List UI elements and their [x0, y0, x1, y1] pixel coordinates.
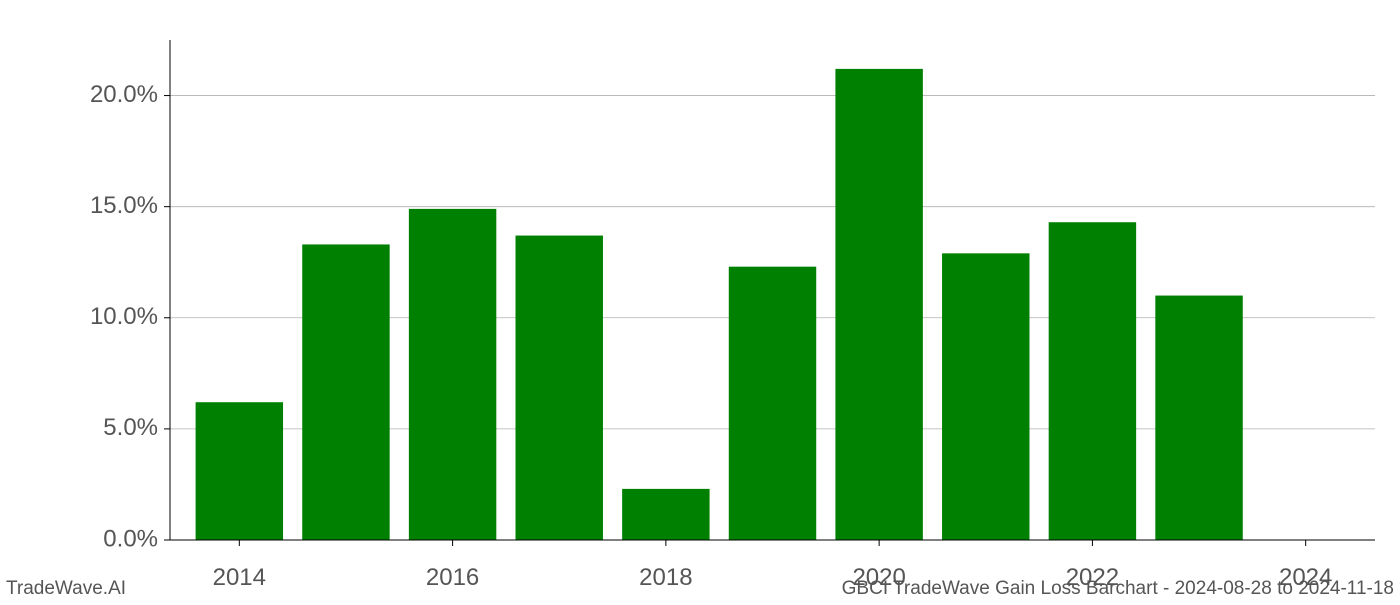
x-tick-label: 2014: [213, 564, 266, 591]
chart-svg: 0.0%5.0%10.0%15.0%20.0%20142016201820202…: [0, 0, 1400, 600]
bar: [942, 253, 1029, 540]
x-tick-label: 2016: [426, 564, 479, 591]
bar: [835, 69, 922, 540]
y-tick-label: 10.0%: [90, 303, 158, 330]
y-tick-label: 5.0%: [103, 414, 158, 441]
bar: [196, 402, 283, 540]
y-tick-label: 15.0%: [90, 192, 158, 219]
y-tick-label: 20.0%: [90, 81, 158, 108]
gain-loss-barchart: 0.0%5.0%10.0%15.0%20.0%20142016201820202…: [0, 0, 1400, 600]
bar: [729, 267, 816, 540]
bar: [1155, 296, 1242, 540]
bar: [516, 236, 603, 540]
bar: [1049, 222, 1136, 540]
x-tick-label: 2018: [639, 564, 692, 591]
bar: [302, 244, 389, 540]
bar: [409, 209, 496, 540]
bar: [622, 489, 709, 540]
y-tick-label: 0.0%: [103, 525, 158, 552]
footer-left-label: TradeWave.AI: [6, 578, 126, 599]
footer-right-label: GBCI TradeWave Gain Loss Barchart - 2024…: [842, 578, 1394, 599]
